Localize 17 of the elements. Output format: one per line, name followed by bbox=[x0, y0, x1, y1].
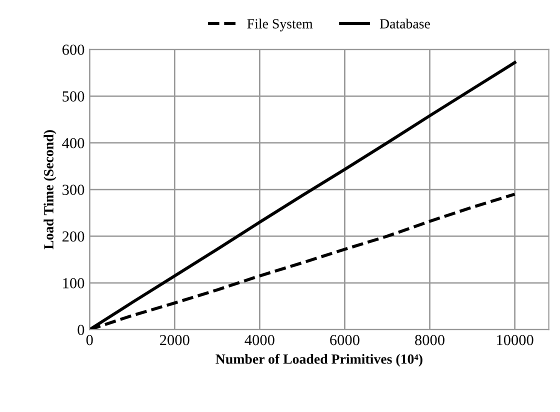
x-tick-label: 0 bbox=[86, 334, 93, 346]
x-axis-title: Number of Loaded Primitives (10⁴) bbox=[216, 354, 422, 367]
legend-label: File System bbox=[247, 18, 313, 32]
x-tick-label: 4000 bbox=[244, 334, 274, 346]
x-tick-label: 8000 bbox=[415, 334, 444, 346]
y-tick-label: 100 bbox=[63, 278, 84, 288]
x-tick-label: 2000 bbox=[160, 334, 190, 346]
y-tick-label: 0 bbox=[78, 324, 84, 336]
y-tick-label: 200 bbox=[62, 231, 84, 242]
x-tick-label: 6000 bbox=[330, 334, 360, 346]
y-tick-label: 400 bbox=[62, 138, 84, 148]
legend-label: Database bbox=[380, 18, 430, 28]
y-tick-label: 300 bbox=[62, 184, 84, 195]
y-tick-label: 600 bbox=[62, 44, 84, 55]
y-tick-label: 500 bbox=[62, 91, 84, 102]
x-tick-label: 10000 bbox=[497, 334, 534, 346]
y-axis-title: Load Time (Second) bbox=[44, 130, 56, 250]
